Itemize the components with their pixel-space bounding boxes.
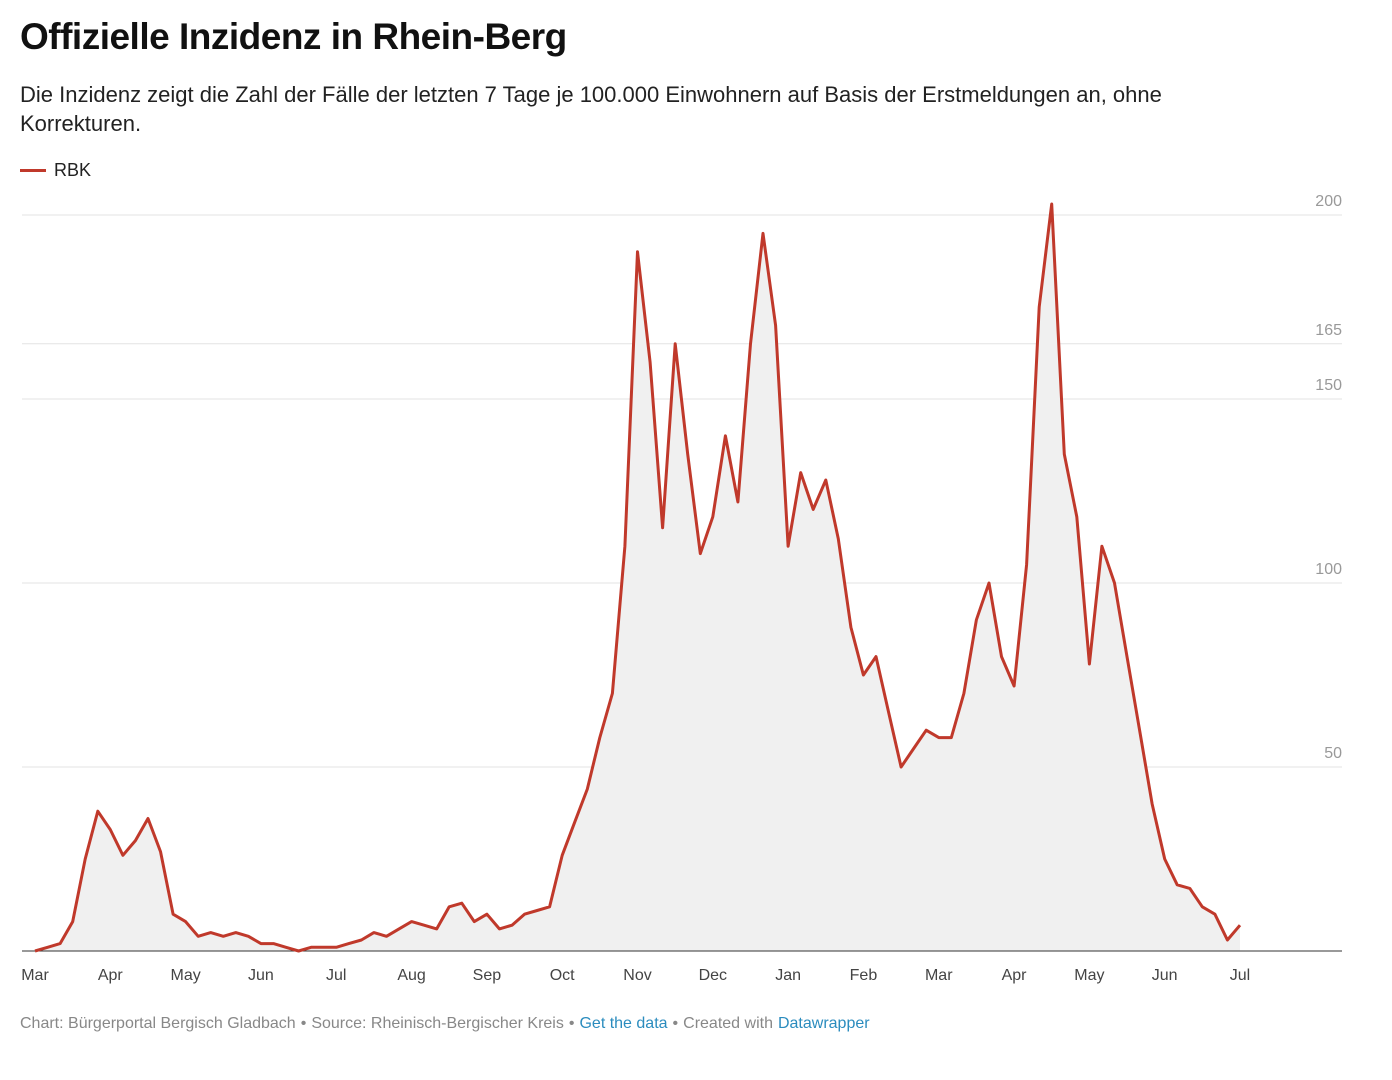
legend: RBK	[20, 160, 91, 181]
x-tick-label: Dec	[699, 967, 727, 984]
footer-text: Chart: Bürgerportal Bergisch Gladbach	[20, 1015, 296, 1032]
footer-link[interactable]: Get the data	[579, 1015, 668, 1032]
x-tick-label: Apr	[98, 967, 124, 984]
chart-title: Offizielle Inzidenz in Rhein-Berg	[20, 16, 567, 57]
x-tick-label: Jan	[775, 967, 801, 984]
y-tick-label: 100	[1315, 561, 1342, 578]
legend-swatch	[20, 169, 46, 172]
x-tick-label: Jul	[1230, 967, 1250, 984]
x-tick-label: Feb	[850, 967, 878, 984]
x-tick-label: Mar	[925, 967, 953, 984]
x-tick-label: Jun	[248, 967, 274, 984]
y-tick-label: 200	[1315, 193, 1342, 210]
x-tick-label: Jul	[326, 967, 346, 984]
chart-subtitle: Die Inzidenz zeigt die Zahl der Fälle de…	[20, 82, 1162, 136]
y-tick-label: 150	[1315, 377, 1342, 394]
chart: 50 100 150 165 200 Mar Apr May Jun Jul Aug Sep Oct No…	[21, 193, 1342, 984]
x-tick-label: Mar	[21, 967, 49, 984]
x-tick-label: Sep	[473, 967, 502, 984]
line	[34, 202, 1242, 953]
x-tick-label: Aug	[397, 967, 425, 984]
x-tick-label: Apr	[1002, 967, 1028, 984]
footer-text: Created with	[683, 1015, 773, 1032]
x-tick-label: Nov	[623, 967, 651, 984]
area	[35, 204, 1240, 951]
x-tick-label: Oct	[550, 967, 575, 984]
footer-text: •	[672, 1015, 679, 1032]
y-tick-label: 165	[1315, 322, 1342, 339]
footer-link[interactable]: Datawrapper	[777, 1015, 870, 1032]
x-tick-label: Jun	[1152, 967, 1178, 984]
footer: Chart: Bürgerportal Bergisch Gladbach • So…	[20, 1015, 875, 1033]
footer-text: •	[300, 1015, 307, 1032]
footer-text: Source: Rheinisch-Bergischer Kreis	[311, 1015, 564, 1032]
x-tick-label: May	[1074, 967, 1104, 984]
legend-label: RBK	[54, 160, 92, 180]
x-tick-label: May	[171, 967, 201, 984]
y-tick-label: 50	[1324, 745, 1342, 762]
footer-text: •	[568, 1015, 575, 1032]
